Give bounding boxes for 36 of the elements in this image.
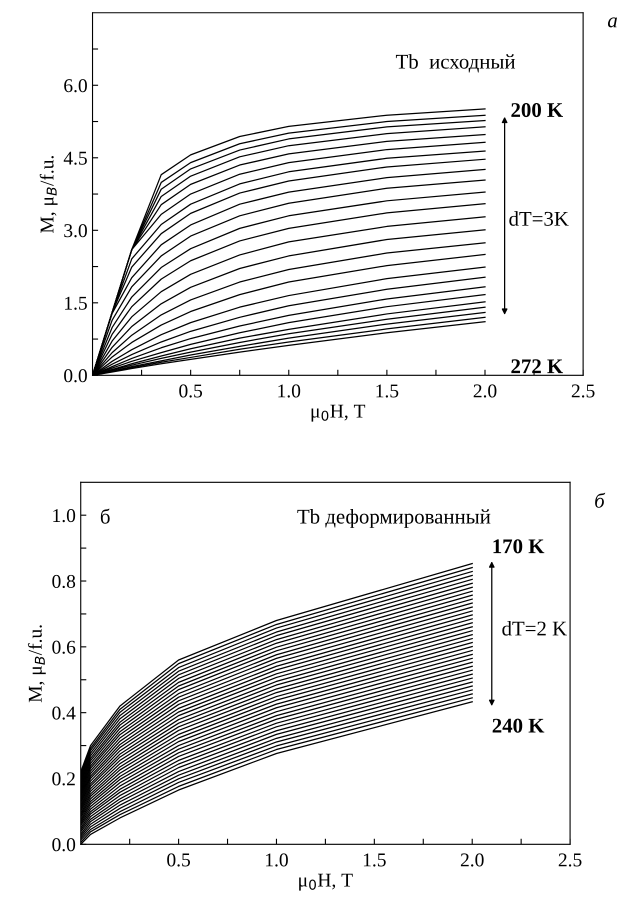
y-tick-label: 1.5 <box>65 296 87 310</box>
text: б <box>595 492 606 508</box>
annotation: 200 K <box>511 103 564 118</box>
annotation: dT=2 K <box>502 620 567 636</box>
annotation: Tb исходный <box>396 54 516 73</box>
y-tick-label: 1.0 <box>53 509 76 522</box>
x-tick-label: 1.0 <box>278 384 300 398</box>
y-tick-label: 0.0 <box>64 369 87 382</box>
y-tick-label: 0.6 <box>52 640 76 654</box>
x-tick-label: 2.5 <box>572 384 595 398</box>
x-axis-title: μ$_{0}$H, T <box>299 874 353 891</box>
x-tick-label: 1.0 <box>266 853 288 867</box>
text: а <box>608 17 617 28</box>
x-tick-label: 2.5 <box>558 853 582 867</box>
annotation: Tb деформированный <box>297 509 490 528</box>
x-tick-label: 1.5 <box>376 384 398 398</box>
y-tick-label: 3.0 <box>64 224 87 238</box>
x-tick-label: 2.0 <box>460 853 484 867</box>
y-tick-label: 6.0 <box>64 79 87 92</box>
y-tick-label: 0.0 <box>52 838 76 852</box>
x-tick-label: 0.5 <box>179 384 202 398</box>
annotation: 170 K <box>493 539 544 554</box>
annotation: dT=3K <box>509 211 569 226</box>
y-tick-label: 4.5 <box>64 152 87 165</box>
x-tick-label: 2.0 <box>474 384 496 398</box>
annotation: 240 K <box>492 718 544 733</box>
annotation: б <box>100 508 110 524</box>
y-axis-title: M, μ$_{B}$/f.u. <box>40 156 58 233</box>
y-tick-label: 0.2 <box>52 772 75 786</box>
x-tick-label: 0.5 <box>167 853 190 867</box>
x-axis-title: μ$_{0}$H, T <box>312 404 366 422</box>
y-axis-title: M, μ$_{B}$/f.u. <box>28 625 46 702</box>
x-tick-label: 1.5 <box>364 853 386 867</box>
y-tick-label: 0.4 <box>52 706 76 720</box>
y-tick-label: 0.8 <box>52 574 76 588</box>
annotation: 272 K <box>511 359 564 374</box>
